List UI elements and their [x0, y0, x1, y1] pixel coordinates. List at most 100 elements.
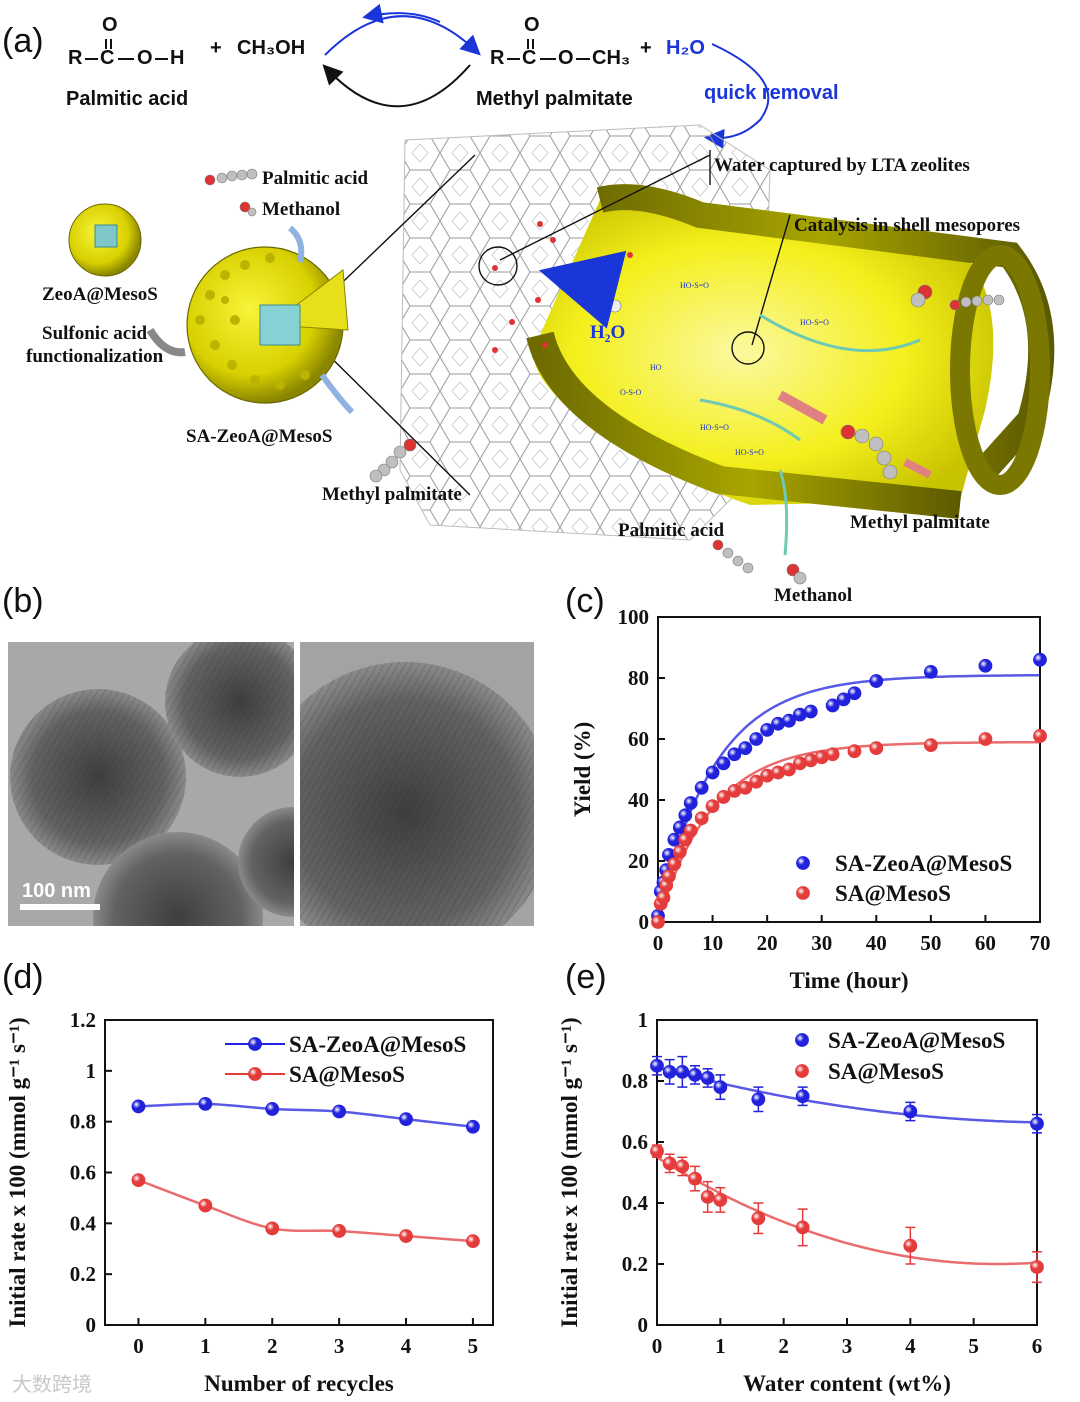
y-tick-label: 0	[86, 1313, 97, 1337]
left-palmitic-acid-label: Palmitic acid	[262, 168, 369, 189]
data-point-sa-mesos	[705, 799, 720, 814]
y-tick-label: 0	[638, 1313, 649, 1337]
data-point-sa-mesos	[923, 738, 938, 753]
plus-sign-1: +	[210, 37, 222, 59]
scheme-graphics: HO-S=OHO-S=OO-S-O HO-S=OHO-S=OHO	[68, 3, 1055, 585]
x-tick-label: 70	[1030, 931, 1051, 955]
product-exit-arrow	[777, 390, 828, 425]
data-point-sa-mesos	[700, 1189, 715, 1204]
svg-text:HO: HO	[650, 363, 662, 372]
data-point-sa-zeoa-mesos	[727, 747, 742, 762]
water-formula: H₂O	[666, 37, 705, 59]
data-point-sa-mesos	[751, 1211, 766, 1226]
data-point-sa-zeoa-mesos	[978, 658, 993, 673]
sulfonic-acid-label-line2: functionalization	[26, 346, 164, 367]
right-methyl-palmitate-label: Methyl palmitate	[850, 512, 990, 533]
legend-marker	[796, 886, 810, 900]
bottom-palmitic-acid-label: Palmitic acid	[618, 520, 725, 541]
legend-marker	[248, 1037, 262, 1051]
catalysis-label: Catalysis in shell mesopores	[794, 215, 1021, 236]
data-point-sa-zeoa-mesos	[198, 1096, 213, 1111]
quick-removal-arrow	[704, 43, 770, 149]
equilibrium-forward-arrow	[324, 15, 481, 56]
data-point-sa-zeoa-mesos	[332, 1104, 347, 1119]
x-tick-label: 60	[975, 931, 996, 955]
data-point-sa-mesos	[1033, 729, 1047, 743]
y-axis-label: Initial rate x 100 (mmol g⁻¹ s⁻¹)	[557, 1017, 582, 1327]
reactant-in-arrow-bottom	[778, 469, 789, 556]
plot-frame	[657, 616, 1041, 923]
x-tick-label: 40	[866, 931, 887, 955]
data-point-sa-mesos	[662, 1156, 677, 1171]
water-captured-label: Water captured by LTA zeolites	[714, 155, 970, 176]
x-tick-label: 4	[905, 1334, 916, 1358]
data-point-sa-mesos	[782, 762, 796, 777]
legend-label: SA-ZeoA@MesoS	[289, 1032, 466, 1058]
ester-carbonyl-O: O	[524, 14, 540, 36]
left-methyl-palmitate-label: Methyl palmitate	[322, 484, 462, 505]
legend-marker	[248, 1067, 262, 1081]
y-tick-label: 1	[86, 1059, 97, 1083]
panel-label-d: (d)	[2, 958, 44, 996]
legend-label: SA-ZeoA@MesoS	[835, 851, 1012, 877]
quick-removal-label: quick removal	[704, 82, 839, 104]
data-point-sa-mesos	[713, 1193, 728, 1207]
data-point-sa-zeoa-mesos	[131, 1099, 146, 1114]
sulfonic-groups: HO-S=O HO-S=O O-S-O HO-S=O HO-S=O HO	[620, 281, 829, 457]
zeoa-mesos-label: ZeoA@MesoS	[42, 284, 158, 305]
legend-marker	[796, 856, 810, 870]
sa-zeoa-mesos-label: SA-ZeoA@MesoS	[186, 426, 333, 447]
data-point-sa-zeoa-mesos	[675, 1064, 690, 1079]
x-tick-label: 6	[1032, 1334, 1043, 1358]
methyl-palmitate-molecule-right	[840, 424, 898, 480]
data-point-sa-mesos	[399, 1229, 413, 1243]
x-tick-label: 50	[920, 931, 941, 955]
panel-label-b: (b)	[2, 582, 44, 620]
palmitic-acid-molecule-left	[204, 168, 258, 186]
data-point-sa-zeoa-mesos	[1030, 1116, 1044, 1131]
data-point-sa-zeoa-mesos	[466, 1119, 480, 1134]
data-point-sa-mesos	[683, 823, 698, 838]
data-point-sa-zeoa-mesos	[265, 1102, 280, 1116]
data-point-sa-zeoa-mesos	[713, 1080, 728, 1094]
data-point-sa-zeoa-mesos	[751, 1092, 766, 1107]
legend-marker	[795, 1033, 809, 1047]
zeoa-mesos-sphere	[68, 203, 142, 277]
chart-rate-vs-recycles: 0 1 2 3 4 5 0 0.2 0.4 0.6 0.8 1 1.2 Number of recycle…	[5, 1008, 494, 1396]
legend-label: SA@MesoS	[289, 1062, 405, 1088]
data-point-sa-zeoa-mesos	[662, 1064, 677, 1079]
ester-R: R	[490, 47, 505, 69]
legend-label: SA@MesoS	[828, 1059, 944, 1085]
ester-O: O	[558, 47, 574, 69]
scale-bar-label: 100 nm	[22, 880, 91, 902]
equation-bonds	[85, 39, 590, 60]
plus-sign-2: +	[640, 37, 652, 59]
data-point-sa-zeoa-mesos	[700, 1071, 715, 1085]
data-point-sa-zeoa-mesos	[825, 698, 840, 713]
data-point-sa-zeoa-mesos	[399, 1112, 413, 1127]
y-tick-label: 0.4	[622, 1191, 649, 1215]
y-tick-label: 0.2	[70, 1262, 96, 1286]
zoom-circle-pore	[731, 331, 765, 365]
x-tick-label: 2	[778, 1334, 789, 1358]
data-point-sa-zeoa-mesos	[678, 808, 693, 823]
data-point-sa-zeoa-mesos	[738, 741, 753, 756]
watermark: 大数跨境	[12, 1372, 92, 1396]
ester-C: C	[522, 47, 537, 69]
data-point-sa-mesos	[716, 790, 731, 804]
data-point-sa-zeoa-mesos	[688, 1068, 702, 1082]
svg-text:HO-S=O: HO-S=O	[735, 448, 764, 457]
x-tick-label: 0	[652, 1334, 663, 1358]
panel-label-e: (e)	[565, 958, 607, 996]
data-point-sa-zeoa-mesos	[836, 692, 851, 707]
reaction-flow-arrow-1	[699, 398, 801, 442]
methyl-palmitate-molecule-left	[369, 438, 417, 483]
sulfonic-acid-label-line1: Sulfonic acid	[42, 323, 148, 344]
data-point-sa-mesos	[825, 747, 840, 762]
legend-label: SA-ZeoA@MesoS	[828, 1028, 1005, 1054]
acid-O: O	[137, 47, 153, 69]
methanol-molecule-left	[239, 201, 257, 217]
data-point-sa-mesos	[869, 741, 884, 756]
data-point-sa-zeoa-mesos	[694, 780, 709, 795]
y-tick-label: 20	[628, 849, 649, 873]
